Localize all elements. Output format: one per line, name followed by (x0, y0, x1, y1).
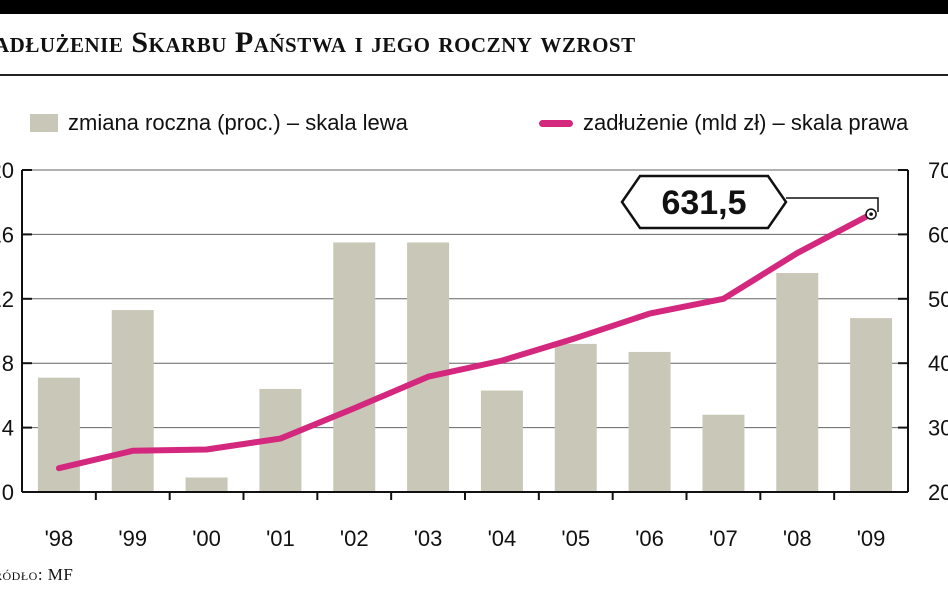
x-tick-label: '99 (118, 526, 147, 551)
callout-leader (786, 197, 879, 212)
bars (37, 242, 893, 492)
right-tick-label: 70 (928, 158, 948, 183)
callout-box (620, 174, 788, 230)
x-tick-label: '02 (340, 526, 369, 551)
chart-title: adłużenie Skarbu Państwa i jego roczny w… (0, 26, 636, 59)
bar-05 (554, 343, 597, 492)
x-tick-label: '07 (709, 526, 738, 551)
left-tick-label: 12 (0, 287, 14, 312)
bar-09 (850, 318, 893, 492)
right-tick-label: 30 (928, 416, 948, 441)
right-tick-label: 60 (928, 222, 948, 247)
legend-line: zadłużenie (mld zł) – skala prawa (539, 110, 908, 136)
bar-98 (37, 377, 80, 492)
x-axis-ticks: '98 '99 '00 '01 '02 '03 '04 '05 '06 '07 '08 '09 (45, 526, 886, 551)
bar-03 (407, 242, 450, 492)
x-tick-label: '04 (488, 526, 517, 551)
bar-04 (480, 390, 523, 492)
left-tick-label: 8 (2, 351, 14, 376)
title-rule (0, 74, 948, 76)
bar-08 (776, 273, 819, 492)
right-tick-label: 50 (928, 287, 948, 312)
top-bar (0, 0, 948, 14)
x-tick-label: '03 (414, 526, 443, 551)
source-note: ródło: MF (0, 565, 74, 584)
end-point-dot (869, 212, 873, 216)
callout: 631,5 (620, 174, 879, 230)
right-axis-ticks: 20 30 40 50 60 70 (928, 158, 948, 505)
legend-bars-label: zmiana roczna (proc.) – skala lewa (68, 110, 408, 135)
axes (21, 169, 909, 500)
legend-line-swatch (539, 119, 573, 127)
x-tick-label: '00 (192, 526, 221, 551)
left-tick-label: 0 (2, 480, 14, 505)
x-tick-label: '01 (266, 526, 295, 551)
right-tick-label: 40 (928, 351, 948, 376)
x-tick-label: '08 (783, 526, 812, 551)
x-tick-label: '98 (45, 526, 74, 551)
left-axis-ticks: 0 4 8 12 16 20 (0, 158, 14, 505)
left-tick-label: 16 (0, 222, 14, 247)
x-tick-label: '09 (857, 526, 886, 551)
bar-99 (111, 310, 154, 492)
bar-06 (628, 351, 671, 492)
legend-line-label: zadłużenie (mld zł) – skala prawa (583, 110, 909, 135)
x-tick-label: '06 (635, 526, 664, 551)
bar-02 (333, 242, 376, 492)
callout-value: 631,5 (661, 184, 746, 222)
left-tick-label: 4 (2, 416, 14, 441)
bar-00 (185, 477, 228, 492)
x-tick-label: '05 (561, 526, 590, 551)
legend-bars: zmiana roczna (proc.) – skala lewa (30, 110, 408, 136)
right-tick-label: 20 (928, 480, 948, 505)
debt-line (55, 208, 877, 472)
bar-07 (702, 414, 745, 492)
left-tick-label: 20 (0, 158, 14, 183)
legend-bar-swatch (30, 114, 58, 132)
debt-line-path (55, 211, 875, 472)
